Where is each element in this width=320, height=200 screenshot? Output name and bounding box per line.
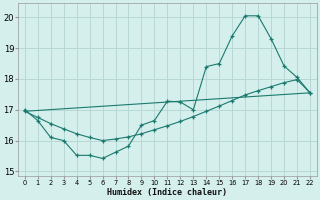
X-axis label: Humidex (Indice chaleur): Humidex (Indice chaleur) [108, 188, 228, 197]
